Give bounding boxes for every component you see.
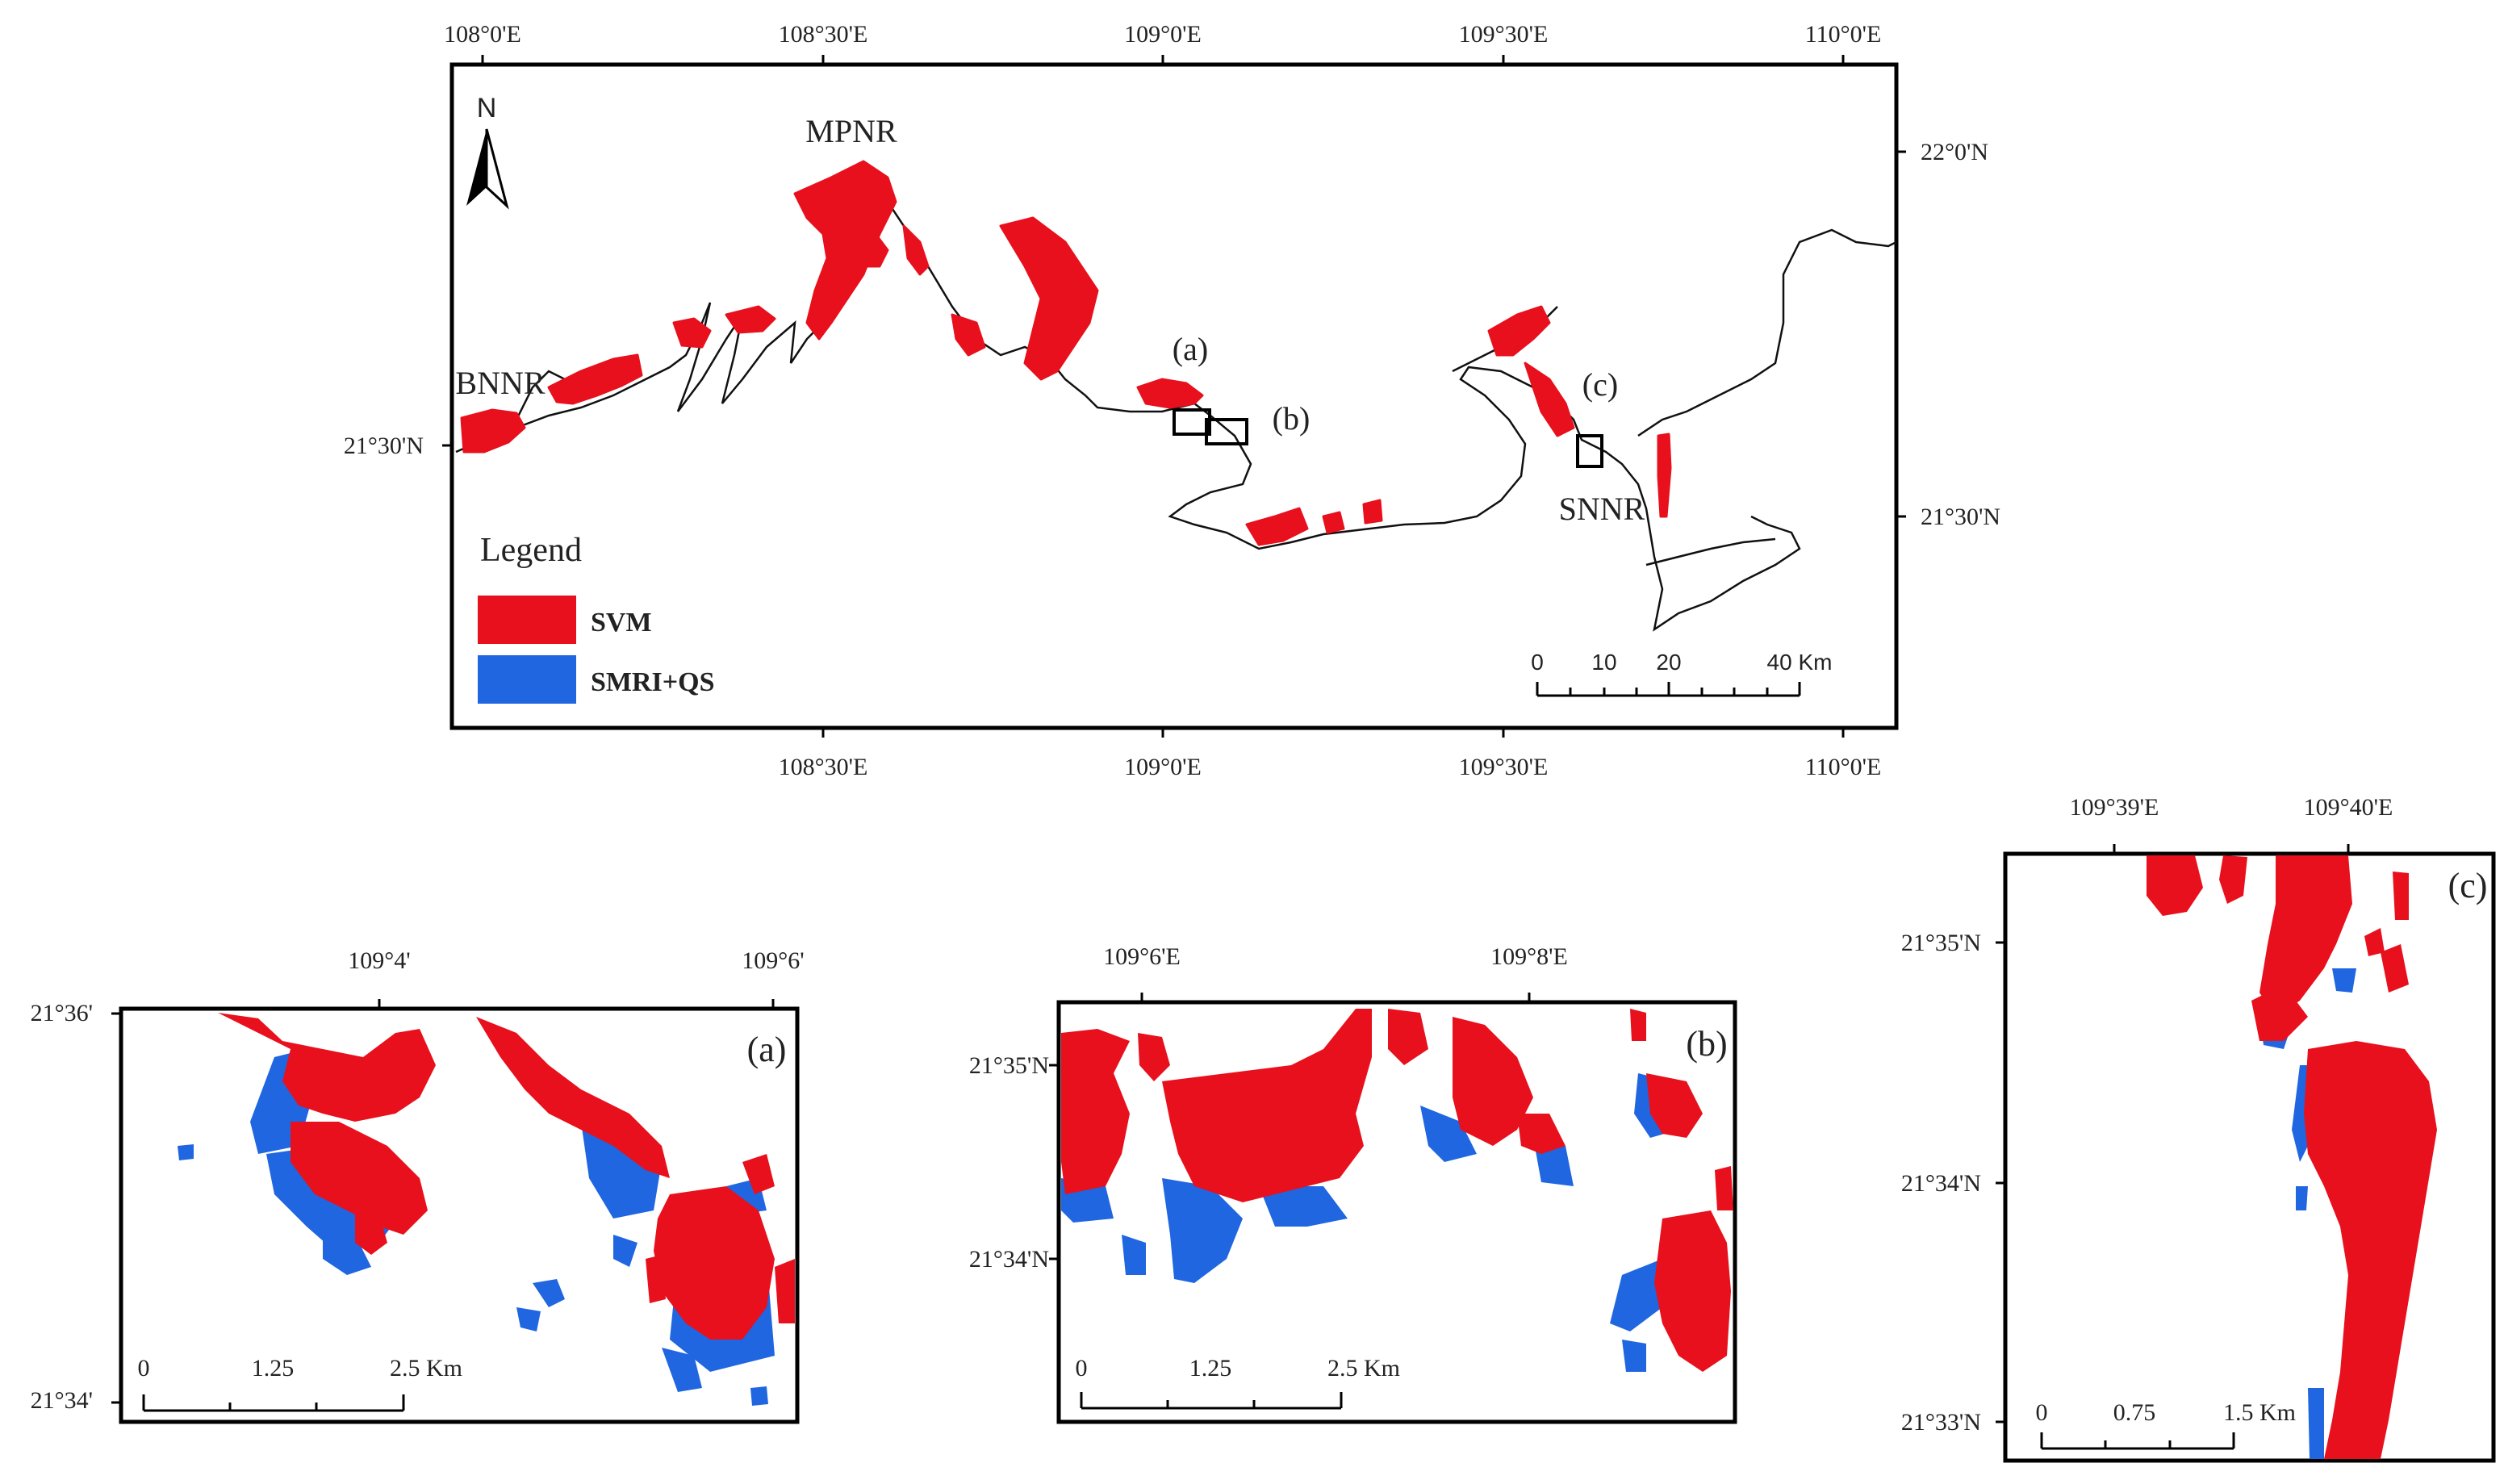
top-lon-label-2: 108°30'E xyxy=(779,21,868,48)
main-scale-bar: 0 10 20 40 Km xyxy=(1531,650,1833,697)
inset-b-scale-1: 1.25 xyxy=(1189,1355,1232,1382)
legend-label-smri-qs: SMRI+QS xyxy=(591,667,715,697)
top-lon-label-5: 110°0'E xyxy=(1805,21,1882,48)
inset-a-scale-1: 1.25 xyxy=(252,1355,295,1382)
inset-a: 109°4' 109°6' 21°36' 21°34' xyxy=(31,947,805,1424)
inset-c-lon-2: 109°40'E xyxy=(2304,794,2393,821)
marker-c: (c) xyxy=(1582,366,1618,403)
marker-b: (b) xyxy=(1273,400,1311,437)
top-lon-label-4: 109°30'E xyxy=(1459,21,1549,48)
inset-b-scale-0: 0 xyxy=(1076,1355,1088,1382)
main-scale-0: 0 xyxy=(1531,650,1544,675)
inset-a-lon-1: 109°4' xyxy=(348,947,410,974)
main-scale-40: 40 Km xyxy=(1767,650,1833,675)
top-lon-label-3: 109°0'E xyxy=(1124,21,1202,48)
inset-c-scale-1: 0.75 xyxy=(2113,1399,2156,1426)
inset-b-smri-qs xyxy=(1061,1073,1678,1372)
inset-location-boxes xyxy=(1173,408,1603,468)
inset-b-lat-2: 21°34'N xyxy=(969,1246,1049,1273)
inset-b-lon-1: 109°6'E xyxy=(1103,943,1181,970)
inset-a-scale-2: 2.5 Km xyxy=(390,1355,462,1382)
inset-a-lat-2: 21°34' xyxy=(31,1387,93,1414)
inset-c-scale-0: 0 xyxy=(2036,1399,2048,1426)
right-lat-label-1: 22°0'N xyxy=(1921,139,1988,165)
inset-a-scale-0: 0 xyxy=(138,1355,150,1382)
legend-label-svm: SVM xyxy=(591,608,652,637)
left-lat-label-1: 21°30'N xyxy=(344,433,424,459)
legend-swatch-smri-qs xyxy=(478,655,576,704)
bottom-lon-label-2: 109°0'E xyxy=(1124,754,1202,780)
north-label: N xyxy=(477,93,497,123)
inset-a-lon-2: 109°6' xyxy=(742,947,804,974)
legend-swatch-svm xyxy=(478,596,576,644)
svm-features-main xyxy=(460,160,1672,546)
bottom-lon-label-3: 109°30'E xyxy=(1459,754,1549,780)
inset-c-lon-1: 109°39'E xyxy=(2070,794,2159,821)
bottom-lon-label-1: 108°30'E xyxy=(779,754,868,780)
inset-a-box xyxy=(1173,408,1211,436)
place-mpnr: MPNR xyxy=(805,113,897,149)
bottom-lon-label-4: 110°0'E xyxy=(1805,754,1882,780)
inset-c-lat-1: 21°35'N xyxy=(1901,930,1981,956)
inset-c-scale-bar: 0 0.75 1.5 Km xyxy=(2036,1399,2296,1450)
main-scale-10: 10 xyxy=(1591,650,1616,675)
inset-a-tag: (a) xyxy=(747,1030,787,1069)
top-lon-label-1: 108°0'E xyxy=(444,21,521,48)
main-map-ticks xyxy=(442,55,1906,738)
main-scale-20: 20 xyxy=(1656,650,1681,675)
inset-b-svm xyxy=(1061,1009,1733,1372)
inset-b-tag: (b) xyxy=(1686,1024,1727,1064)
inset-a-lat-1: 21°36' xyxy=(31,1000,93,1026)
legend-title: Legend xyxy=(480,532,582,569)
inset-a-svm xyxy=(218,1013,795,1340)
inset-c-scale-2: 1.5 Km xyxy=(2223,1399,2296,1426)
inset-b-lon-2: 109°8'E xyxy=(1490,943,1568,970)
place-snnr: SNNR xyxy=(1559,491,1645,527)
inset-c-lat-3: 21°33'N xyxy=(1901,1409,1981,1436)
inset-b-lat-1: 21°35'N xyxy=(969,1052,1049,1079)
inset-c: 109°39'E 109°40'E 21°35'N 21°34'N 21°33'… xyxy=(1901,794,2496,1463)
inset-c-svm xyxy=(2147,855,2437,1459)
inset-c-tag: (c) xyxy=(2448,866,2488,905)
inset-b: 109°6'E 109°8'E 21°35'N 21°34'N xyxy=(969,943,1737,1424)
marker-a: (a) xyxy=(1173,331,1208,367)
inset-b-scale-2: 2.5 Km xyxy=(1327,1355,1400,1382)
right-lat-label-2: 21°30'N xyxy=(1921,504,2000,530)
inset-c-lat-2: 21°34'N xyxy=(1901,1170,1981,1197)
inset-b-scale-bar: 0 1.25 2.5 Km xyxy=(1076,1355,1400,1410)
main-map: 108°0'E 108°30'E 109°0'E 109°30'E 110°0'… xyxy=(344,21,2000,780)
place-bnnr: BNNR xyxy=(455,365,545,401)
inset-a-scale-bar: 0 1.25 2.5 Km xyxy=(138,1355,462,1412)
inset-b-box xyxy=(1205,418,1248,445)
inset-c-box xyxy=(1576,434,1603,468)
north-arrow-icon: N xyxy=(466,93,509,210)
legend: Legend SVM SMRI+QS xyxy=(478,532,715,704)
